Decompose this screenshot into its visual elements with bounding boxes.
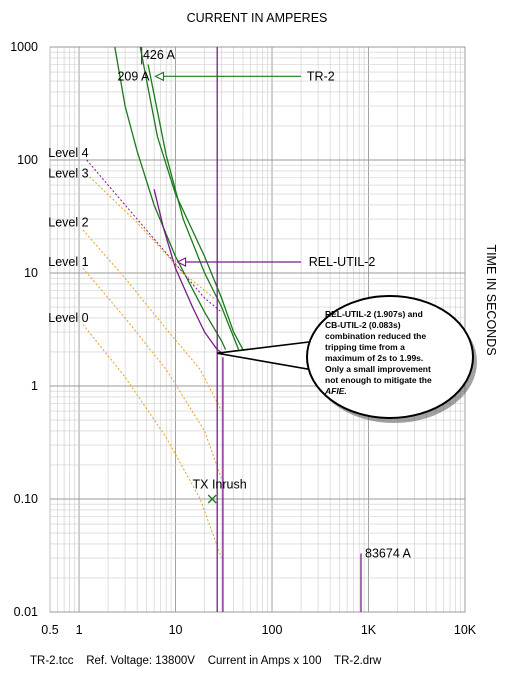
curves bbox=[82, 46, 362, 612]
label-a426: 426 A bbox=[143, 48, 176, 62]
label-level4: Level 4 bbox=[48, 146, 88, 160]
callout-emphasis: AFIE. bbox=[324, 386, 347, 396]
x-tick-label: 10 bbox=[169, 623, 183, 637]
callout-bubble bbox=[306, 295, 474, 419]
label-level1: Level 1 bbox=[48, 255, 88, 269]
series-tr2-right bbox=[139, 46, 248, 358]
label-level2: Level 2 bbox=[48, 215, 88, 229]
x-tick-label: 0.5 bbox=[41, 623, 58, 637]
callout-line: maximum of 2s to 1.99s. bbox=[325, 353, 423, 363]
label-level3: Level 3 bbox=[48, 166, 88, 180]
series-level3-curve bbox=[86, 173, 215, 299]
y-tick-label: 0.10 bbox=[14, 492, 38, 506]
callout-line: tripping time from a bbox=[325, 342, 405, 352]
callout-line: REL-UTIL-2 (1.907s) and bbox=[325, 309, 423, 319]
footer-text: TR-2.tcc Ref. Voltage: 13800V Current in… bbox=[30, 655, 382, 667]
x-tick-label: 1K bbox=[361, 623, 377, 637]
callout-line: Only a small improvement bbox=[325, 364, 431, 374]
y-tick-label: 10 bbox=[24, 266, 38, 280]
label-tr2: TR-2 bbox=[307, 69, 335, 83]
label-a209: 209 A bbox=[117, 69, 150, 83]
x-tick-label: 100 bbox=[262, 623, 283, 637]
x-tick-label: 10K bbox=[454, 623, 477, 637]
arrowhead-tr2 bbox=[154, 71, 165, 82]
annotations: 426 A 209 A TR-2 REL-UTIL-2 Level 4 Level 3 Le… bbox=[48, 47, 412, 560]
y-tick-label: 0.01 bbox=[14, 605, 38, 619]
label-relutil: REL-UTIL-2 bbox=[309, 255, 376, 269]
callout-seam bbox=[311, 340, 331, 370]
tick-labels: 0.5 1 10 100 1K 10K 1000 100 10 1 0.10 0.01 bbox=[10, 40, 477, 637]
label-level0: Level 0 bbox=[48, 311, 88, 325]
callout-line: combination reduced the bbox=[325, 331, 426, 341]
y-tick-label: 100 bbox=[17, 153, 38, 167]
tx-inrush-marker bbox=[207, 494, 217, 504]
x-tick-label: 1 bbox=[76, 623, 83, 637]
y-tick-label: 1 bbox=[31, 379, 38, 393]
y-tick-label: 1000 bbox=[10, 40, 38, 54]
series-level2-curve bbox=[82, 229, 223, 412]
series-level0-curve bbox=[82, 324, 223, 559]
arrowhead-relutil bbox=[176, 257, 187, 267]
label-a83674: 83674 A bbox=[365, 546, 412, 560]
series-level1-curve bbox=[82, 267, 223, 480]
label-txinrush: TX Inrush bbox=[193, 477, 247, 491]
callout-line: CB-UTIL-2 (0.083s) bbox=[325, 320, 401, 330]
series-tr2-mid bbox=[147, 64, 240, 350]
y-axis-label: TIME IN SECONDS bbox=[484, 244, 498, 355]
chart-title: CURRENT IN AMPERES bbox=[187, 11, 328, 25]
series-level4-curve bbox=[86, 159, 222, 313]
callout-line: not enough to mitigate the bbox=[325, 375, 432, 385]
